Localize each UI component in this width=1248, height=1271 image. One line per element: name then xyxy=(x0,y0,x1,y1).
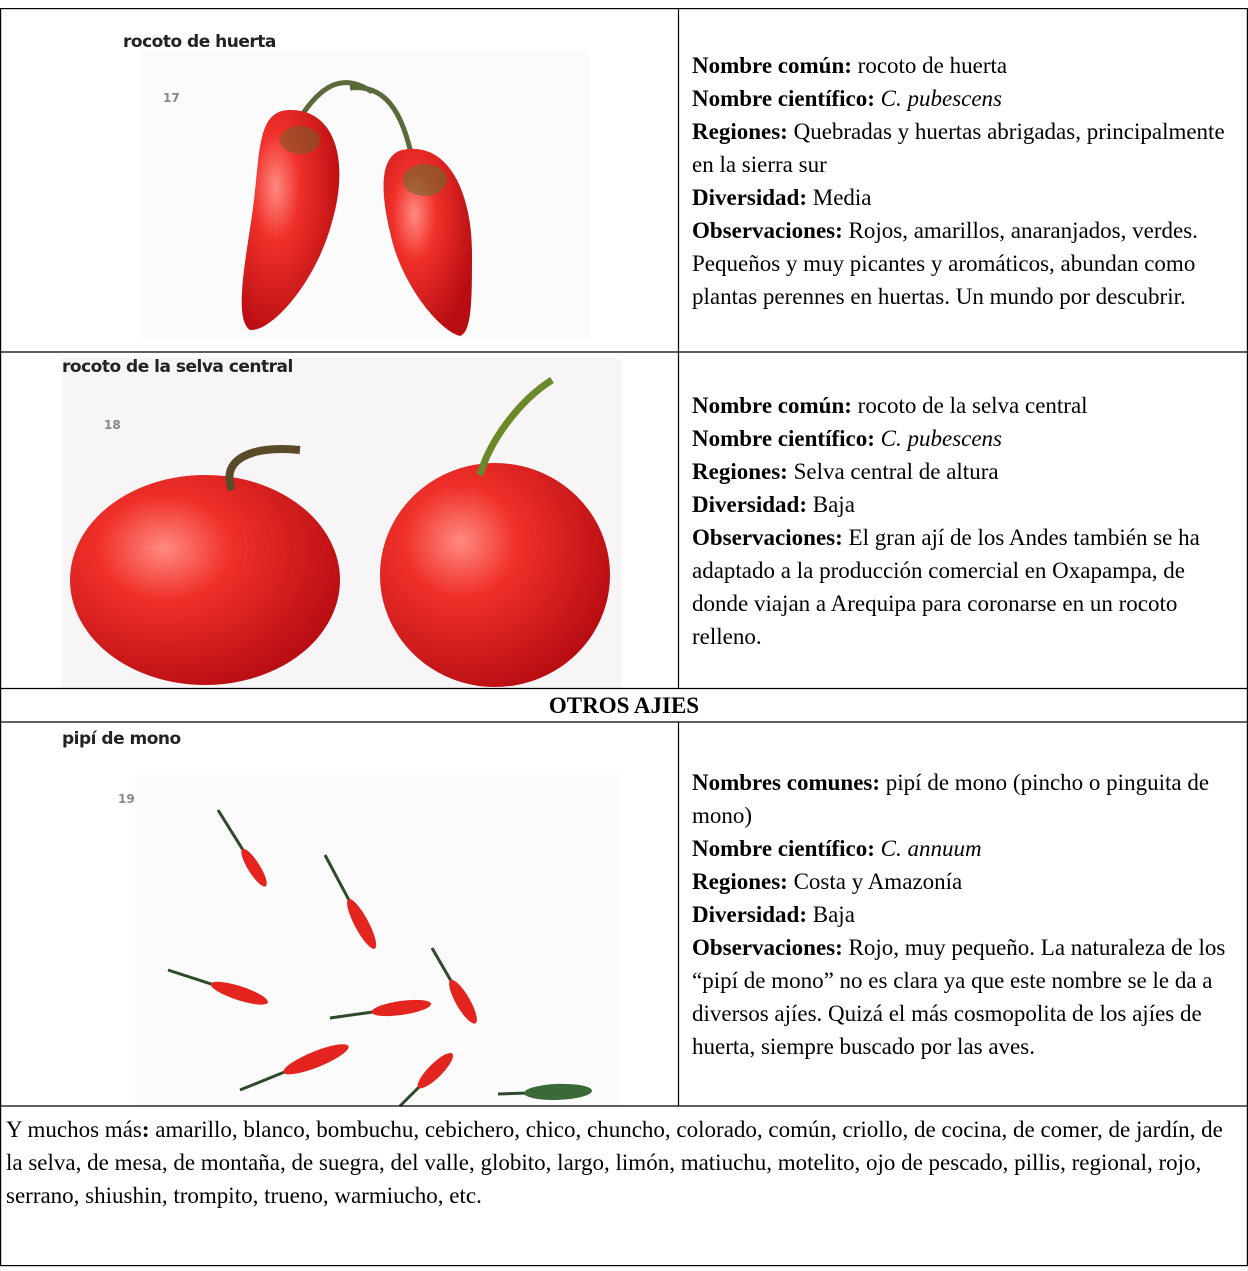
table-borders xyxy=(0,8,1248,1267)
value: El gran ají de los Andes también se ha a… xyxy=(692,524,1200,649)
label: Observaciones: xyxy=(692,935,843,960)
label: Nombre científico: xyxy=(692,836,875,861)
photo-bg xyxy=(135,775,620,1106)
label: Nombres comunes: xyxy=(692,770,881,795)
value: rocoto de la selva central xyxy=(857,392,1088,418)
description: Nombres comunes: pipí de mono (pincho o … xyxy=(679,723,1247,1106)
value: rocoto de huerta xyxy=(857,52,1008,78)
label: Observaciones: xyxy=(692,524,843,550)
label: Nombre científico: xyxy=(692,425,875,451)
value: C. pubescens xyxy=(880,85,1003,111)
label: Nombre común: xyxy=(692,392,852,418)
value: C. annuum xyxy=(880,836,982,861)
label: Diversidad: xyxy=(692,491,807,517)
chili-photo xyxy=(167,809,592,1108)
label: Nombre común: xyxy=(692,52,852,78)
photo-number: 17 xyxy=(163,91,180,105)
photo-caption: rocoto de la selva central xyxy=(62,357,293,377)
footer-lead: Y muchos más xyxy=(6,1117,142,1142)
value: Baja xyxy=(812,491,855,517)
photo-caption: rocoto de huerta xyxy=(123,32,276,52)
value: pipí de mono (pincho o pinguita de mono) xyxy=(692,770,1210,828)
photo-bg xyxy=(140,50,590,340)
label: Observaciones: xyxy=(692,217,843,243)
footer-text: amarillo, blanco, bombuchu, cebichero, c… xyxy=(6,1117,1223,1208)
description: Nombre común: rocoto de la selva central… xyxy=(679,353,1247,688)
value: Baja xyxy=(812,902,855,927)
footer: Y muchos más: amarillo, blanco, bombuchu… xyxy=(0,1107,1248,1212)
photo-caption: pipí de mono xyxy=(62,729,181,749)
pepper-photo xyxy=(241,80,472,336)
value: C. pubescens xyxy=(880,425,1003,451)
footer-colon: : xyxy=(141,1117,150,1142)
label: Diversidad: xyxy=(692,184,807,210)
value: Rojos, amarillos, anaranjados, verdes. P… xyxy=(692,217,1198,309)
label: Nombre científico: xyxy=(692,85,875,111)
value: Selva central de altura xyxy=(793,458,999,484)
value: Quebradas y huertas abrigadas, principal… xyxy=(692,118,1225,177)
value: Media xyxy=(812,184,872,210)
photo-number: 18 xyxy=(104,418,121,432)
value: Rojo, muy pequeño. La naturaleza de los … xyxy=(692,935,1226,1059)
label: Regiones: xyxy=(692,458,788,484)
section-title: OTROS AJIES xyxy=(548,693,700,718)
description: Nombre común: rocoto de huerta Nombre ci… xyxy=(679,9,1247,352)
label: Regiones: xyxy=(692,118,788,144)
photo-number: 19 xyxy=(118,792,135,806)
rocoto-photo xyxy=(70,377,610,687)
label: Regiones: xyxy=(692,869,788,894)
value: Costa y Amazonía xyxy=(793,869,963,894)
label: Diversidad: xyxy=(692,902,807,927)
